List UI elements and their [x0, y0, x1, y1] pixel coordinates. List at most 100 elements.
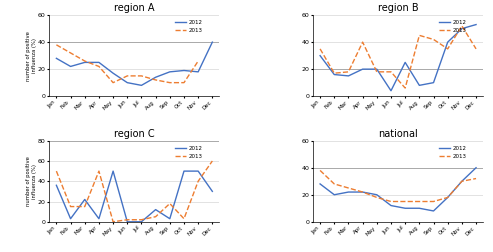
2012: [153, 208, 159, 211]
2012: [346, 74, 352, 77]
2012: [402, 61, 408, 64]
2012: [459, 27, 465, 30]
Legend: 2012, 2013: 2012, 2013: [175, 145, 203, 160]
Title: national: national: [378, 129, 418, 139]
2012: [68, 217, 73, 220]
2013: [181, 81, 187, 84]
2012: [430, 209, 436, 212]
2012: [167, 70, 173, 73]
2013: [167, 81, 173, 84]
2012: [210, 41, 215, 44]
2013: [124, 218, 130, 221]
2013: [331, 182, 337, 185]
Title: region B: region B: [378, 3, 419, 13]
2013: [445, 47, 451, 50]
2013: [210, 160, 215, 163]
2012: [317, 54, 323, 57]
2012: [53, 57, 59, 60]
Line: 2013: 2013: [56, 161, 212, 222]
2012: [139, 220, 144, 223]
2012: [445, 41, 451, 44]
2012: [473, 166, 479, 169]
2012: [374, 193, 380, 196]
2013: [459, 180, 465, 183]
Line: 2012: 2012: [320, 168, 476, 211]
2013: [445, 196, 451, 199]
2013: [139, 74, 144, 77]
2013: [402, 200, 408, 203]
Legend: 2012, 2013: 2012, 2013: [438, 19, 467, 34]
2013: [181, 217, 187, 220]
2013: [317, 47, 323, 50]
2012: [139, 84, 144, 87]
Y-axis label: number of positive
influenza (%): number of positive influenza (%): [26, 31, 36, 81]
2012: [96, 217, 102, 220]
2012: [473, 23, 479, 26]
2013: [331, 72, 337, 75]
Line: 2013: 2013: [56, 45, 198, 83]
2012: [96, 61, 102, 64]
Line: 2013: 2013: [320, 26, 476, 88]
2013: [68, 51, 73, 54]
2013: [388, 70, 394, 73]
2013: [360, 191, 366, 194]
2012: [124, 81, 130, 84]
Title: region C: region C: [114, 129, 155, 139]
Line: 2012: 2012: [320, 25, 476, 91]
2012: [110, 72, 116, 75]
2012: [417, 207, 423, 210]
2013: [473, 177, 479, 180]
2012: [374, 68, 380, 71]
2013: [153, 215, 159, 218]
Y-axis label: number of positive
influenza (%): number of positive influenza (%): [26, 156, 36, 206]
2013: [473, 47, 479, 50]
2012: [331, 193, 337, 196]
2013: [167, 202, 173, 205]
2012: [402, 207, 408, 210]
2013: [417, 200, 423, 203]
Line: 2012: 2012: [56, 42, 212, 85]
2012: [53, 184, 59, 187]
Legend: 2012, 2013: 2012, 2013: [175, 19, 203, 34]
2013: [417, 34, 423, 37]
2012: [181, 170, 187, 173]
2013: [110, 81, 116, 84]
2012: [210, 190, 215, 193]
2012: [430, 81, 436, 84]
2013: [82, 205, 88, 208]
Title: region A: region A: [114, 3, 155, 13]
2013: [68, 205, 73, 208]
2013: [110, 220, 116, 223]
2012: [346, 191, 352, 194]
2012: [153, 76, 159, 79]
2012: [124, 220, 130, 223]
2012: [195, 170, 201, 173]
2013: [124, 74, 130, 77]
2013: [139, 218, 144, 221]
2013: [153, 78, 159, 81]
2013: [96, 170, 102, 173]
2013: [374, 196, 380, 199]
2012: [360, 68, 366, 71]
2013: [402, 86, 408, 89]
2012: [110, 170, 116, 173]
2013: [195, 59, 201, 62]
2013: [459, 24, 465, 27]
2013: [53, 43, 59, 46]
2013: [317, 169, 323, 172]
2012: [360, 191, 366, 194]
2013: [346, 186, 352, 190]
2012: [82, 198, 88, 201]
2013: [53, 170, 59, 173]
2012: [445, 196, 451, 199]
2013: [346, 70, 352, 73]
2012: [167, 217, 173, 220]
Line: 2012: 2012: [56, 171, 212, 222]
2012: [331, 73, 337, 76]
2012: [181, 69, 187, 72]
2012: [195, 70, 201, 73]
2012: [459, 180, 465, 183]
Line: 2013: 2013: [320, 170, 476, 202]
2012: [317, 182, 323, 185]
2013: [360, 41, 366, 44]
